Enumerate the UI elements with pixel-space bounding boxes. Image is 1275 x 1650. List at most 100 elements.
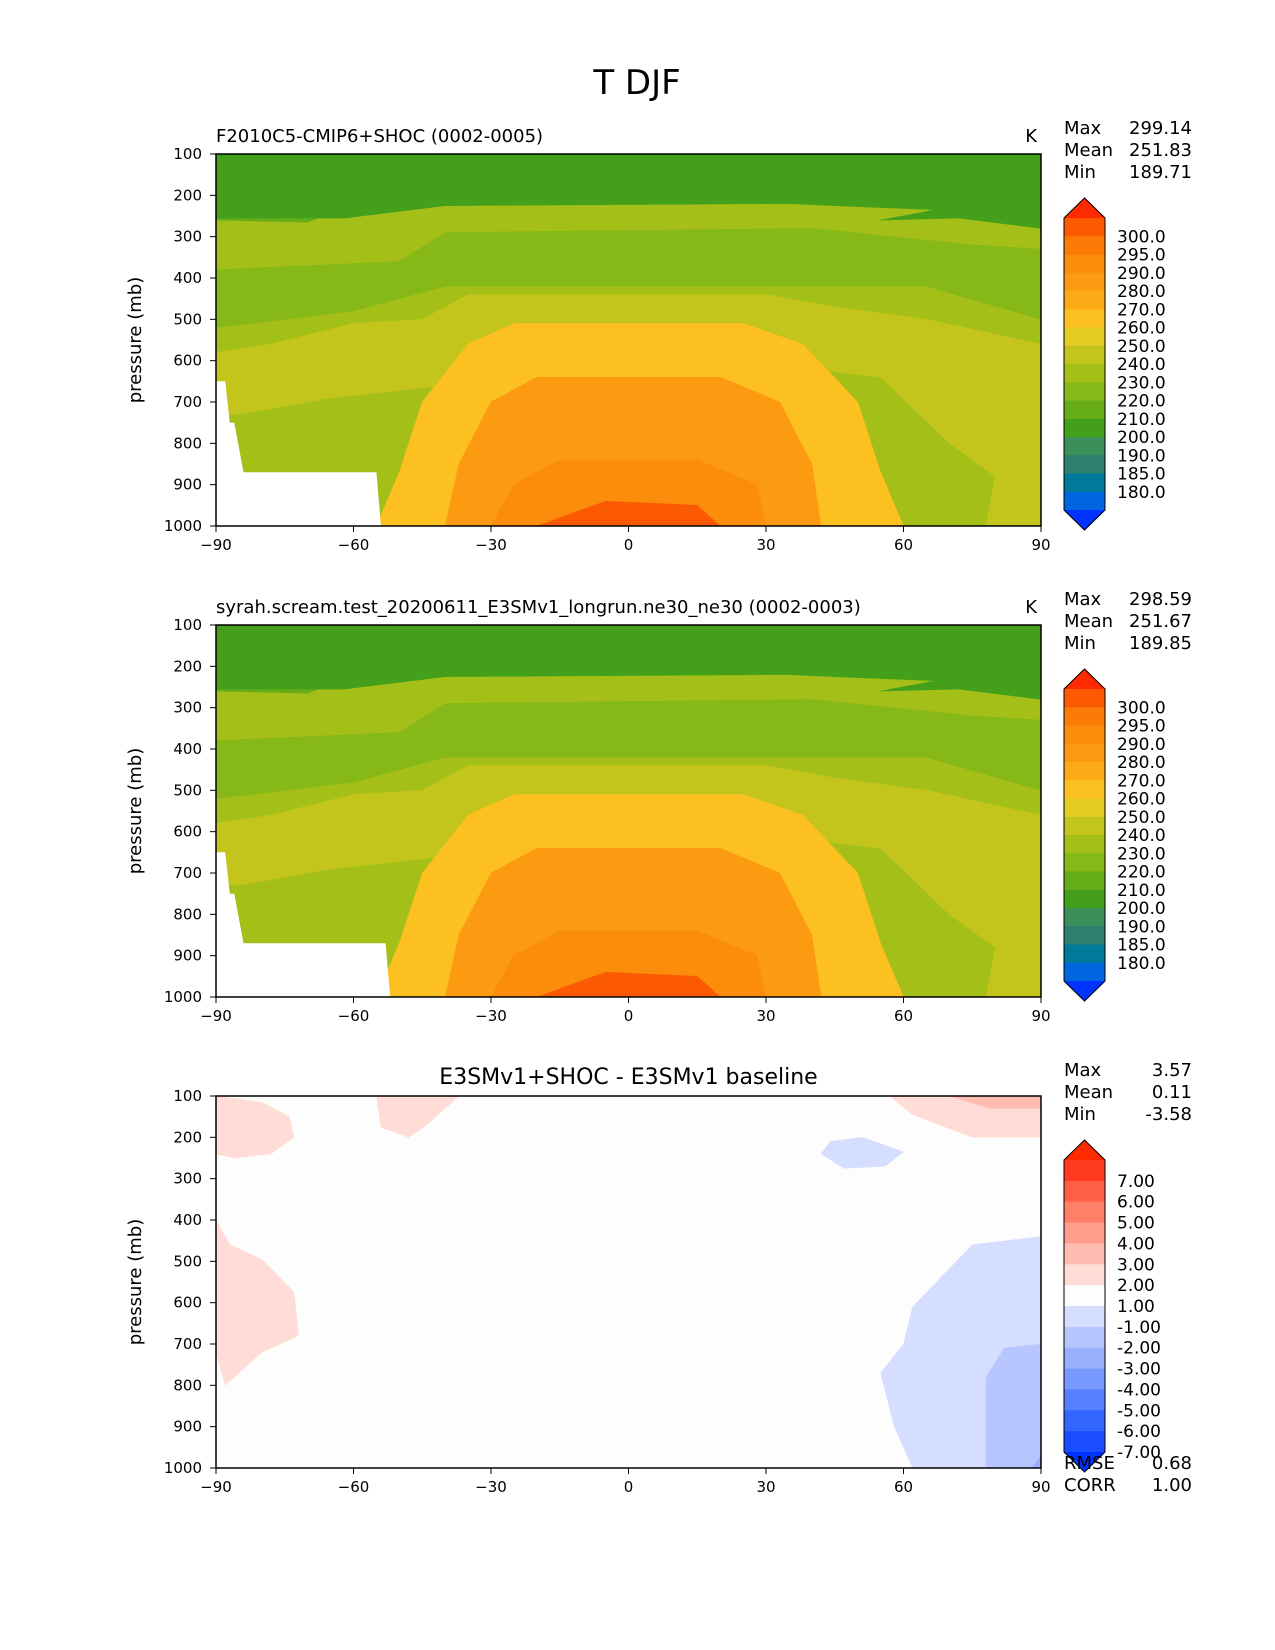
plot-area [216,154,1041,526]
y-tick-label: 100 [173,616,202,634]
stat-value: 1.00 [1152,1475,1192,1496]
panel-title: syrah.scream.test_20200611_E3SMv1_longru… [216,597,861,618]
colorbar-swatch [1064,1306,1105,1328]
colorbar-swatch [1064,491,1105,511]
y-tick-label: 600 [173,1294,202,1312]
contour-band-6 [216,699,1041,799]
stat-label: Mean [1064,1082,1113,1103]
colorbar-label: 240.0 [1117,355,1166,375]
contour-band-2 [376,1096,460,1138]
panel-title: F2010C5-CMIP6+SHOC (0002-0005) [216,126,543,147]
colorbar-label: 295.0 [1117,717,1166,737]
colorbar-label: 6.00 [1117,1193,1155,1213]
colorbar-outline [1063,668,1106,1002]
colorbar: 300.0295.0290.0280.0270.0260.0250.0240.0… [1063,197,1166,531]
y-tick-label: 400 [173,269,202,287]
colorbar-label: -4.00 [1117,1380,1161,1400]
colorbar-swatch [1064,962,1105,982]
panels: −90 −60 −30 0 30 60 90100200300400500600700800… [125,118,1192,1496]
x-tick-label: −60 [338,1007,370,1025]
colorbar-outline [1063,197,1106,531]
x-tick-label: −30 [475,1007,507,1025]
colorbar-label: 240.0 [1117,826,1166,846]
colorbar-swatch [1064,908,1105,927]
colorbar-label: 260.0 [1117,319,1166,339]
x-tick-label: −90 [200,536,232,554]
colorbar-label: -1.00 [1117,1318,1161,1338]
contour-band-5 [820,1137,905,1169]
colorbar-swatch [1064,816,1105,836]
colorbar-label: 280.0 [1117,282,1166,302]
y-tick-label: 700 [173,1335,202,1353]
colorbar-label: 270.0 [1117,771,1166,791]
x-tick-label: 60 [894,1478,913,1496]
y-tick-label: 500 [173,781,202,799]
colorbar-extend-top [1064,1140,1105,1160]
colorbar-swatch [1064,762,1105,781]
colorbar-swatch [1064,889,1105,909]
colorbar-label: 220.0 [1117,392,1166,412]
y-tick-label: 200 [173,657,202,675]
colorbar-swatch [1064,835,1105,854]
colorbar-swatch [1064,1347,1105,1370]
y-tick-label: 200 [173,1128,202,1146]
contour-band-11 [536,971,721,997]
colorbar-extend-top [1064,669,1105,689]
colorbar-swatch [1064,1201,1105,1224]
colorbar-swatch [1064,455,1105,475]
colorbar-swatch [1064,473,1105,493]
x-tick-label: 60 [894,536,913,554]
y-axis-label: pressure (mb) [125,277,146,403]
colorbar-outline [1063,1139,1106,1473]
x-tick-label: −60 [338,536,370,554]
colorbar-swatch [1064,1160,1105,1182]
y-tick-label: 500 [173,310,202,328]
panel-1: −90 −60 −30 0 30 60 90 100 200 300 400 500 600 700 800… [125,118,1192,554]
colorbar-label: 180.0 [1117,483,1166,503]
panel-3: −90 −60 −30 0 30 60 90 100 200 300 400 500 600 700 800… [125,1060,1192,1496]
colorbar-label: 200.0 [1117,899,1166,919]
x-tick-label: 30 [756,1007,775,1025]
colorbar-swatch [1064,926,1105,946]
x-tick-label: −90 [200,1478,232,1496]
contour-band-4 [949,1096,1041,1109]
colorbar-label: 220.0 [1117,863,1166,883]
colorbar-label: 1.00 [1117,1297,1155,1317]
colorbar-swatch [1064,689,1105,708]
colorbar-label: -3.00 [1117,1360,1161,1380]
colorbar-label: 200.0 [1117,428,1166,448]
colorbar-label: 300.0 [1117,227,1166,247]
x-tick-label: 90 [1031,536,1050,554]
colorbar: 7.006.005.004.003.002.001.00-1.00-2.00-3… [1063,1139,1161,1473]
y-tick-label: 800 [173,434,202,452]
x-tick-label: 0 [624,1478,634,1496]
colorbar-swatch [1064,1431,1105,1453]
colorbar-extend-bottom [1064,1452,1105,1472]
colorbar-label: 270.0 [1117,300,1166,320]
x-tick-label: −60 [338,1478,370,1496]
colorbar-swatch [1064,254,1105,274]
y-tick-label: 100 [173,145,202,163]
colorbar-label: 250.0 [1117,337,1166,357]
x-tick-label: 30 [756,1478,775,1496]
y-tick-label: 800 [173,1376,202,1394]
colorbar-swatch [1064,309,1105,329]
colorbar-label: 290.0 [1117,735,1166,755]
missing-data-mask [216,852,391,997]
contour-band-5 [216,625,1041,700]
colorbar-swatch [1064,236,1105,256]
colorbar-swatch [1064,1264,1105,1286]
stat-value: 189.71 [1129,162,1192,183]
colorbar-label: 190.0 [1117,917,1166,937]
x-tick-label: −30 [475,1478,507,1496]
y-tick-label: 700 [173,864,202,882]
panel-2: −90 −60 −30 0 30 60 90 100 200 300 400 500 600 700 800… [125,589,1192,1025]
colorbar-swatch [1064,400,1105,420]
colorbar-label: -5.00 [1117,1401,1161,1421]
contour-band-5 [216,154,1041,229]
y-tick-label: 500 [173,1252,202,1270]
stat-value: 0.11 [1152,1082,1192,1103]
stat-label: Mean [1064,611,1113,632]
plot-area [216,1096,1041,1468]
